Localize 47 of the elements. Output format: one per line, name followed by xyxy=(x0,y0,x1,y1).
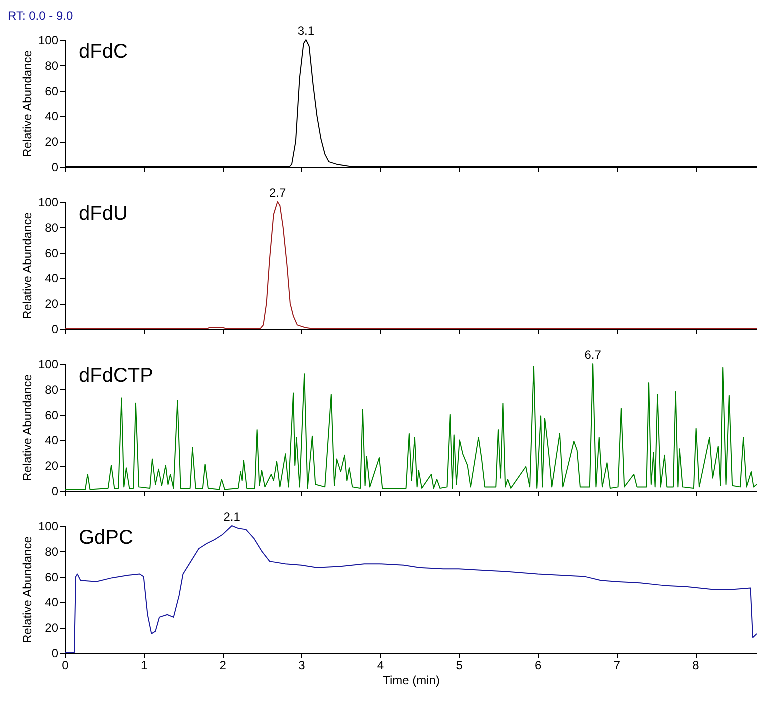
y-tick-label: 20 xyxy=(45,621,59,636)
chart-title: RT: 0.0 - 9.0 xyxy=(8,9,74,23)
y-tick-label: 0 xyxy=(52,322,59,336)
y-tick-label: 100 xyxy=(38,196,59,210)
y-tick-label: 20 xyxy=(45,135,59,150)
annotation: 3.1 xyxy=(298,24,315,38)
x-tick-label: 5 xyxy=(456,658,464,672)
x-tick-label: 2 xyxy=(220,658,227,672)
y-tick-label: 0 xyxy=(52,484,59,498)
text: dFdU xyxy=(79,203,128,225)
x-tick-label: 8 xyxy=(692,658,700,672)
series-label: GdPC xyxy=(79,527,134,549)
y-tick-label: 0 xyxy=(52,160,59,174)
y-tick-label: 40 xyxy=(45,110,59,124)
y-tick-label: 80 xyxy=(45,544,59,559)
annotation: 6.7 xyxy=(584,348,602,362)
y-axis-title: Relative Abundance xyxy=(20,536,34,644)
annotation: 2.1 xyxy=(224,510,241,524)
y-tick-label: 40 xyxy=(45,272,59,286)
y-tick-label: 60 xyxy=(45,246,59,260)
x-axis-title: Time (min) xyxy=(383,674,440,688)
x-tick-label: 6 xyxy=(535,658,542,672)
y-axis-title: Relative Abundance xyxy=(20,50,34,158)
x-tick-label: 7 xyxy=(614,658,621,672)
text: dFdC xyxy=(79,41,128,63)
x-tick-label: 1 xyxy=(140,658,148,672)
y-tick-label: 60 xyxy=(45,570,59,584)
y-tick-label: 40 xyxy=(45,434,59,448)
x-tick-label: 4 xyxy=(377,658,384,672)
y-tick-label: 100 xyxy=(38,358,59,372)
y-tick-label: 60 xyxy=(45,84,59,98)
y-tick-label: 100 xyxy=(38,520,59,534)
x-tick-label: 0 xyxy=(62,658,70,672)
y-tick-label: 80 xyxy=(45,220,59,235)
y-tick-label: 20 xyxy=(45,297,59,312)
y-tick-label: 40 xyxy=(45,596,59,610)
y-tick-label: 20 xyxy=(45,459,59,474)
series-label: dFdCTP xyxy=(79,365,154,387)
y-tick-label: 80 xyxy=(45,382,59,397)
y-tick-label: 80 xyxy=(45,58,59,73)
x-tick-label: 3 xyxy=(298,658,306,672)
y-axis-title: Relative Abundance xyxy=(20,212,34,320)
y-tick-label: 100 xyxy=(38,34,59,48)
y-axis-title: Relative Abundance xyxy=(20,374,34,482)
annotation: 2.7 xyxy=(269,186,286,200)
y-tick-label: 0 xyxy=(52,646,59,660)
y-tick-label: 60 xyxy=(45,408,59,422)
